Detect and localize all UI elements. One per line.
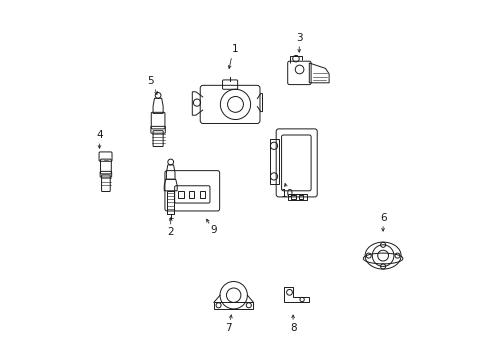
Bar: [189, 191, 194, 198]
Text: 7: 7: [224, 323, 231, 333]
Text: 10: 10: [281, 189, 294, 199]
Text: 4: 4: [96, 130, 102, 140]
Bar: [200, 191, 205, 198]
Text: 6: 6: [379, 213, 386, 223]
Text: 3: 3: [295, 33, 302, 43]
Text: 1: 1: [232, 44, 238, 54]
Text: 9: 9: [210, 225, 217, 235]
Bar: [298, 195, 302, 199]
Bar: [178, 191, 183, 198]
Text: 5: 5: [147, 76, 154, 86]
Text: 8: 8: [289, 323, 296, 333]
Text: 2: 2: [167, 227, 174, 237]
Bar: [167, 191, 174, 214]
Bar: [291, 195, 295, 199]
